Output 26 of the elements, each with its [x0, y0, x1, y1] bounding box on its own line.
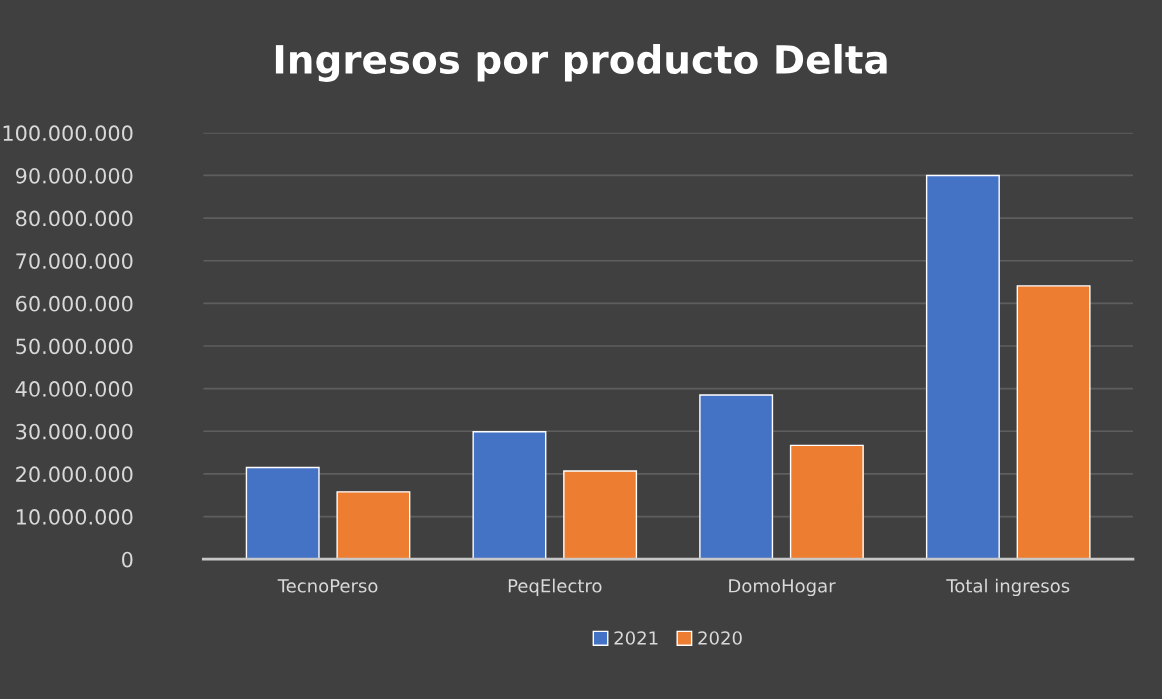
legend-label: 2020 [698, 631, 742, 645]
y-tick-label: 40.000.000 [15, 381, 133, 397]
x-tick-label: Total ingresos [946, 578, 1070, 597]
x-tick-label: PeqElectro [508, 578, 602, 597]
legend-label: 2021 [614, 631, 658, 645]
bar [245, 466, 320, 560]
bar [336, 491, 411, 560]
y-tick-label: 10.000.000 [16, 509, 133, 525]
bar [699, 394, 774, 560]
y-tick-label: 90.000.000 [15, 167, 133, 184]
chart-title: Ingresos por producto Delta [275, 43, 887, 82]
x-tick-label: TecnoPerso [277, 579, 378, 593]
y-tick-label: 0 [122, 551, 133, 568]
bar [472, 431, 547, 560]
bar [1016, 285, 1091, 560]
y-tick-label: 60.000.000 [16, 295, 133, 312]
y-tick-label: 50.000.000 [16, 338, 133, 355]
x-tick-label: DomoHogar [729, 579, 836, 597]
y-tick-label: 20.000.000 [16, 466, 133, 483]
y-tick-label: 70.000.000 [16, 253, 133, 269]
y-tick-label: 80.000.000 [16, 210, 133, 227]
bar [789, 444, 864, 560]
y-tick-label: 30.000.000 [16, 423, 133, 440]
bar [925, 174, 1000, 560]
bar [563, 470, 638, 560]
y-tick-label: 100.000.000 [3, 125, 133, 142]
